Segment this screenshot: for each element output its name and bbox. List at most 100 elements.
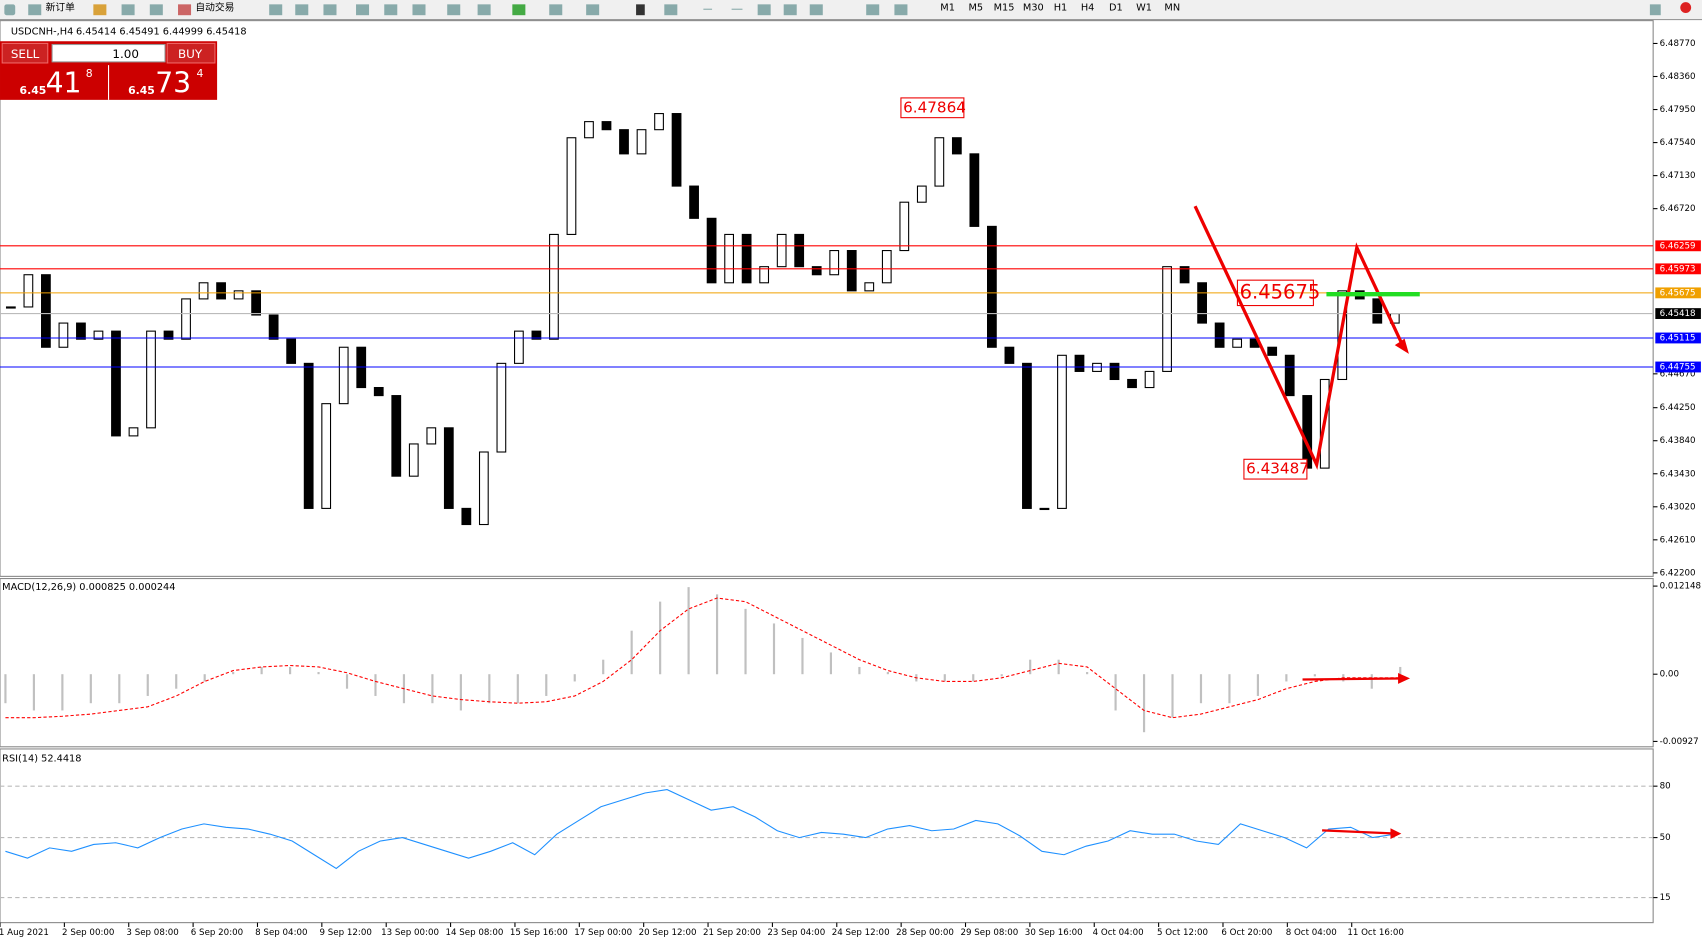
candle [654, 113, 664, 131]
level-label: 6.45675 [1660, 288, 1696, 298]
candle [268, 314, 279, 340]
y-tick-label: 6.46720 [1660, 204, 1696, 214]
timeframe-button[interactable]: H4 [1081, 3, 1095, 14]
candle [584, 121, 594, 139]
level-label-box [1655, 287, 1701, 299]
candle [724, 233, 734, 284]
candle [216, 282, 226, 300]
candle [1267, 346, 1278, 356]
candle [1074, 354, 1085, 372]
x-tick-label: 15 Sep 16:00 [510, 928, 568, 938]
x-tick-label: 3 Sep 08:00 [126, 928, 178, 938]
candle [303, 362, 314, 509]
main-panel [0, 20, 1654, 577]
candle [759, 266, 770, 284]
buy-button[interactable] [166, 42, 216, 64]
candle [549, 233, 559, 340]
candle [1022, 362, 1032, 509]
candle [987, 225, 997, 348]
candle [426, 427, 437, 445]
candle [391, 395, 402, 477]
x-tick-label: 14 Sep 08:00 [446, 928, 504, 938]
candle [1302, 395, 1313, 469]
bid-main: 41 [46, 67, 82, 100]
macd-panel [0, 578, 1654, 748]
toolbar-button[interactable]: 自动交易 [195, 1, 234, 14]
candle [531, 330, 542, 340]
annotation-box [900, 97, 965, 119]
bid-small: 8 [86, 67, 93, 80]
buy-label[interactable]: BUY [178, 47, 203, 61]
candle [181, 298, 191, 340]
y-tick-label: 6.44250 [1660, 403, 1696, 413]
toolbar [0, 0, 1702, 20]
candle [689, 185, 699, 219]
drawn-arrows [1193, 205, 1407, 835]
level-label-box [1655, 361, 1701, 373]
candle [619, 129, 629, 155]
candle [41, 274, 51, 348]
candle [1284, 354, 1295, 397]
x-tick-label: 5 Oct 12:00 [1157, 928, 1208, 938]
macd-title: MACD(12,26,9) 0.000825 0.000244 [2, 582, 175, 593]
price-annotation: 6.47864 [903, 98, 966, 116]
x-tick-label: 8 Sep 04:00 [255, 928, 307, 938]
ohlc-subtitle: 6.45414 6.45491 6.44999 6.45418 [76, 26, 247, 37]
timeframe-button[interactable]: M30 [1023, 3, 1044, 14]
candle [741, 233, 752, 284]
x-tick-label: 11 Oct 16:00 [1347, 928, 1404, 938]
level-label: 6.44755 [1660, 362, 1696, 372]
candle [496, 362, 507, 453]
timeframe-button[interactable]: M15 [994, 3, 1015, 14]
level-label-box [1655, 263, 1701, 275]
candle [636, 129, 647, 155]
x-tick-label: 1 Aug 2021 [0, 928, 49, 938]
candle [163, 330, 174, 340]
candle [251, 290, 262, 316]
y-tick-label: 6.42200 [1660, 568, 1696, 578]
timeframe-button[interactable]: M5 [969, 3, 984, 14]
x-tick-label: 8 Oct 04:00 [1286, 928, 1337, 938]
candle [601, 121, 612, 131]
sell-label[interactable]: SELL [11, 47, 40, 61]
y-tick-label: 6.48770 [1660, 39, 1696, 49]
candle [23, 274, 34, 308]
lots-value[interactable]: 1.00 [112, 47, 139, 61]
candle [1214, 322, 1225, 348]
candle [146, 330, 156, 429]
candle [93, 330, 104, 340]
candle [1179, 266, 1190, 284]
level-label-box [1655, 308, 1701, 319]
lots-input[interactable] [51, 43, 166, 63]
candle [776, 233, 787, 268]
x-tick-label: 28 Sep 00:00 [896, 928, 954, 938]
candle [111, 330, 121, 437]
candle [1127, 378, 1137, 389]
candle [1162, 266, 1172, 372]
y-tick-label: 0.00 [1660, 670, 1679, 680]
price-annotation: 6.45675 [1240, 280, 1321, 303]
timeframe-button[interactable]: MN [1164, 3, 1180, 14]
timeframe-button[interactable]: H1 [1054, 3, 1068, 14]
candle [794, 233, 805, 268]
x-tick-label: 6 Sep 20:00 [191, 928, 243, 938]
candle [916, 185, 927, 203]
y-tick-label: 0.012148 [1660, 582, 1701, 592]
candle [706, 217, 717, 284]
y-tick-label: 6.44670 [1660, 369, 1696, 379]
toolbar-button[interactable]: 新订单 [46, 1, 75, 14]
x-tick-label: 13 Sep 00:00 [381, 928, 439, 938]
signal-line [5, 597, 1401, 719]
candle [461, 507, 472, 526]
level-label-box [1655, 332, 1701, 344]
sell-button[interactable] [1, 42, 49, 64]
candle [128, 427, 139, 437]
timeframe-button[interactable]: W1 [1136, 3, 1152, 14]
candle [1337, 290, 1348, 381]
candle [811, 266, 822, 276]
timeframe-button[interactable]: D1 [1109, 3, 1123, 14]
candle [1057, 354, 1067, 509]
candle [443, 427, 454, 509]
y-tick-label: 6.47540 [1660, 138, 1696, 148]
timeframe-button[interactable]: M1 [940, 3, 955, 14]
